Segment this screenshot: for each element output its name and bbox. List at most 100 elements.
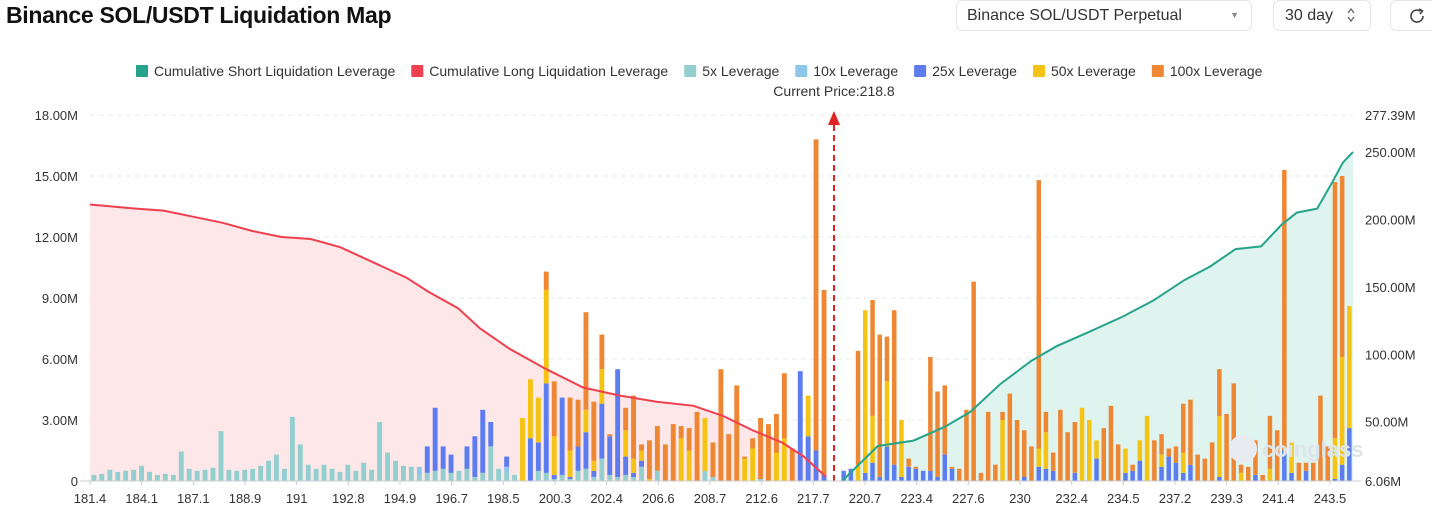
x-tick-label: 192.8 <box>332 491 365 506</box>
liquidation-bar-long <box>607 436 613 475</box>
liquidation-bar-short <box>1050 470 1056 481</box>
liquidation-bar-short <box>1036 466 1041 481</box>
liquidation-bar-long <box>535 470 541 481</box>
liquidation-bar-short <box>1094 458 1099 481</box>
liquidation-bar-short <box>1159 454 1164 467</box>
legend-swatch <box>1032 65 1045 77</box>
liquidation-bar-long <box>821 474 827 481</box>
legend-label: 5x Leverage <box>702 63 779 79</box>
liquidation-bar-short <box>1014 420 1020 481</box>
liquidation-bar-short <box>892 310 897 465</box>
liquidation-bar-long <box>202 469 208 481</box>
liquidation-bar-short <box>1043 411 1049 433</box>
liquidation-bar-long <box>234 470 240 481</box>
liquidation-bar-short <box>1296 462 1302 481</box>
liquidation-bar-short <box>935 391 940 477</box>
liquidation-bar-long <box>551 381 557 437</box>
liquidation-bar-long <box>543 289 549 384</box>
liquidation-bar-short <box>877 476 882 481</box>
legend-swatch <box>411 65 424 77</box>
liquidation-bar-long <box>702 470 708 481</box>
liquidation-bar-long <box>226 469 232 481</box>
liquidation-bar-short <box>942 454 947 481</box>
x-tick-label: 196.7 <box>435 491 468 506</box>
liquidation-bar-short <box>1231 383 1236 481</box>
liquidation-bar-short <box>906 458 911 467</box>
liquidation-bar-long <box>416 466 422 475</box>
liquidation-bar-long <box>353 470 359 481</box>
liquidation-bar-short <box>841 470 846 481</box>
liquidation-bar-short <box>870 300 875 416</box>
legend-label: Cumulative Long Liquidation Leverage <box>429 63 668 79</box>
liquidation-bar-long <box>647 440 652 479</box>
legend-swatch <box>136 65 148 77</box>
liquidation-bar-short <box>1217 476 1222 481</box>
liquidation-bar-long <box>551 436 557 475</box>
liquidation-bar-long <box>305 464 311 481</box>
liquidation-bar-long <box>583 312 589 410</box>
liquidation-bar-long <box>543 271 549 290</box>
current-price-arrow <box>828 111 840 125</box>
liquidation-bar-long <box>528 379 533 439</box>
x-tick-label: 202.4 <box>590 491 623 506</box>
liquidation-bar-short <box>863 310 868 473</box>
liquidation-bar-long <box>662 444 668 481</box>
liquidation-bar-short <box>1173 446 1179 463</box>
x-tick-label: 243.5 <box>1314 491 1347 506</box>
legend-swatch <box>795 65 808 77</box>
liquidation-bar-long <box>591 476 597 481</box>
updown-chevron-icon <box>1347 7 1355 23</box>
liquidation-bar-long <box>520 418 525 481</box>
liquidation-bar-short <box>1347 428 1352 481</box>
liquidation-bar-long <box>361 462 367 481</box>
liquidation-bar-short <box>949 468 955 481</box>
liquidation-bar-long <box>440 468 446 481</box>
liquidation-bar-short <box>1246 466 1251 481</box>
liquidation-bar-short <box>1253 474 1258 481</box>
liquidation-bar-long <box>575 470 581 481</box>
liquidation-bar-short <box>1325 446 1330 481</box>
liquidation-bar-long <box>115 471 121 481</box>
liquidation-bar-long <box>805 436 811 481</box>
liquidation-bar-long <box>496 468 502 481</box>
range-select[interactable]: 30 day <box>1273 0 1371 31</box>
liquidation-bar-short <box>1267 468 1273 481</box>
x-tick-label: 241.4 <box>1262 491 1295 506</box>
legend-label: 25x Leverage <box>932 63 1017 79</box>
symbol-select[interactable]: Binance SOL/USDT Perpetual ▼ <box>956 0 1252 31</box>
liquidation-bar-short <box>1043 432 1049 469</box>
x-tick-label: 200.3 <box>539 491 572 506</box>
liquidation-bar-long <box>686 428 692 451</box>
liquidation-bar-short <box>1289 442 1294 473</box>
liquidation-bar-short <box>1332 182 1338 439</box>
liquidation-bar-long <box>813 139 819 451</box>
liquidation-bar-short <box>1202 458 1208 481</box>
refresh-button[interactable] <box>1390 0 1432 31</box>
liquidation-bar-long <box>639 444 644 451</box>
liquidation-bar-long <box>170 474 176 481</box>
liquidation-bar-short <box>1108 405 1114 481</box>
range-select-value: 30 day <box>1285 6 1334 24</box>
liquidation-bar-short <box>1282 450 1287 481</box>
liquidation-bar-short <box>1181 472 1186 481</box>
liquidation-bar-long <box>567 476 573 479</box>
liquidation-bar-long <box>194 470 200 481</box>
legend-label: 100x Leverage <box>1170 63 1263 79</box>
liquidation-bar-short <box>1043 468 1049 481</box>
y-right-tick-label: 277.39M <box>1365 108 1416 123</box>
liquidation-bar-short <box>1137 440 1143 461</box>
liquidation-bar-long <box>567 479 573 481</box>
long-cumulative-line <box>89 203 827 478</box>
liquidation-bar-short <box>1173 462 1179 481</box>
liquidation-bar-short <box>920 470 926 481</box>
liquidation-bar-long <box>631 395 636 459</box>
liquidation-bar-short <box>1072 422 1078 473</box>
liquidation-bar-short <box>899 420 904 477</box>
y-right-tick-label: 150.00M <box>1365 280 1416 295</box>
liquidation-bar-short <box>1036 180 1041 449</box>
liquidation-bar-short <box>964 409 969 481</box>
liquidation-bar-short <box>884 336 890 382</box>
liquidation-bar-long <box>464 468 470 481</box>
liquidation-bar-short <box>1159 466 1164 481</box>
liquidation-bar-long <box>686 450 692 481</box>
